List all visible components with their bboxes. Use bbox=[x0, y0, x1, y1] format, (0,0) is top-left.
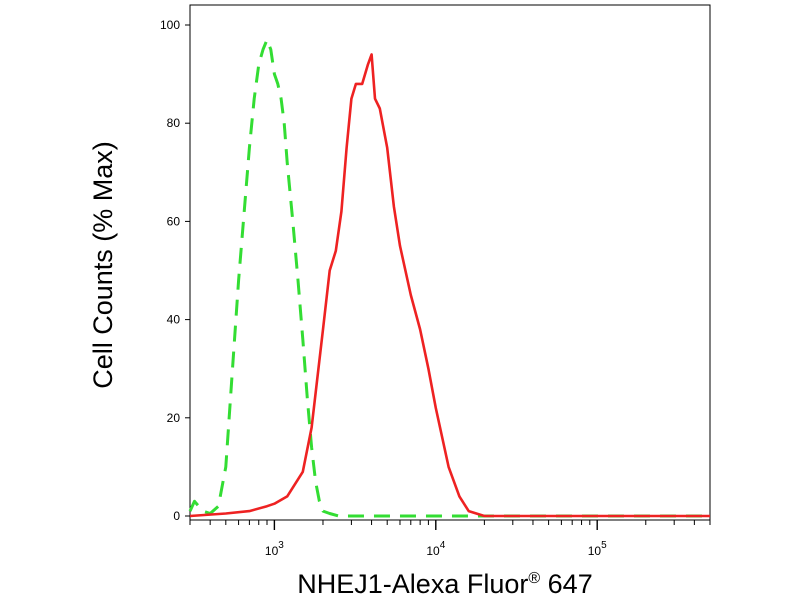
isotype-control-histogram bbox=[188, 38, 710, 518]
y-axis-ticks: 0 20 40 60 80 100 bbox=[160, 18, 190, 523]
x-axis-title: NHEJ1-Alexa Fluor® 647 bbox=[297, 569, 592, 599]
x-axis-ticks: 103 104 105 bbox=[189, 520, 711, 558]
y-tick-label: 20 bbox=[167, 411, 181, 425]
series-layer bbox=[188, 38, 710, 518]
y-tick-label: 40 bbox=[167, 313, 181, 327]
x-tick-label: 104 bbox=[426, 540, 445, 558]
x-tick-label: 103 bbox=[265, 540, 284, 558]
sample-histogram bbox=[189, 53, 710, 518]
y-axis-title: Cell Counts (% Max) bbox=[88, 141, 118, 389]
x-tick-label: 105 bbox=[588, 540, 607, 558]
y-tick-label: 60 bbox=[167, 214, 181, 228]
plot-area-frame bbox=[189, 4, 711, 521]
y-tick-label: 0 bbox=[173, 509, 180, 523]
y-tick-label: 100 bbox=[160, 18, 180, 32]
y-tick-label: 80 bbox=[167, 116, 181, 130]
